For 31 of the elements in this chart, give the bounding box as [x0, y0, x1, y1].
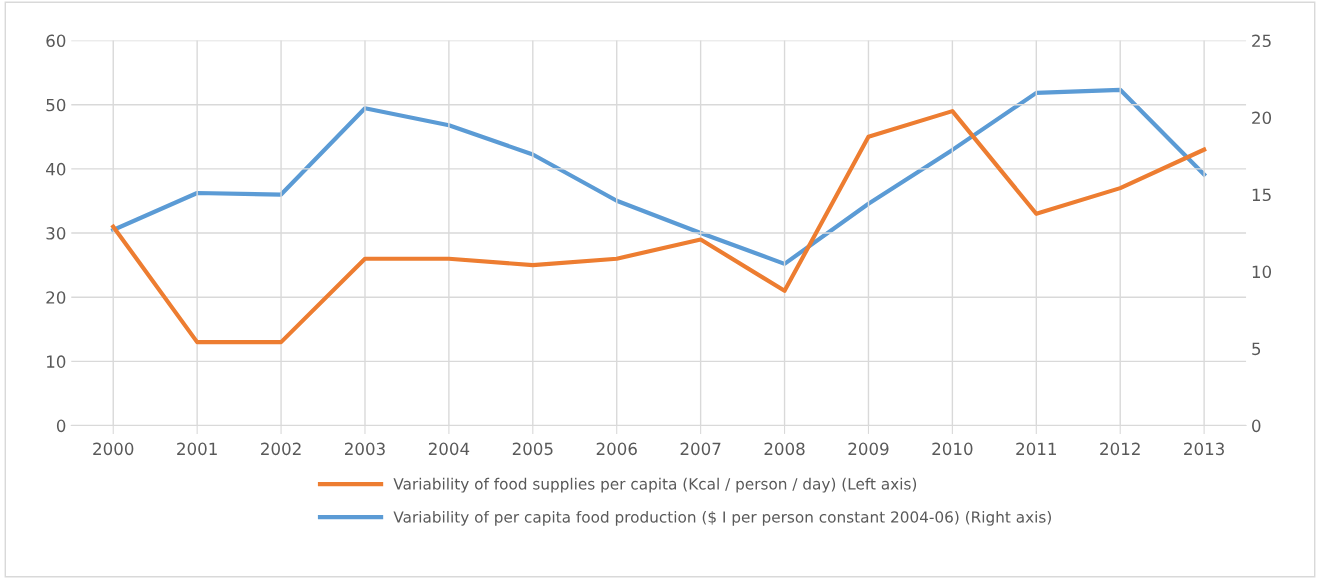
y2-tick-label: 5 — [1252, 342, 1261, 356]
legend-label: Variability of food supplies per capita (Kcal / person / day) (Left axis) — [393, 477, 917, 493]
x-tick-label: 2009 — [848, 442, 889, 456]
x-tick-label: 2005 — [512, 442, 553, 456]
x-tick-label: 2012 — [1100, 442, 1140, 456]
y-tick-label: 0 — [56, 419, 66, 433]
x-tick-label: 2013 — [1184, 442, 1224, 456]
y-tick-label: 40 — [46, 162, 66, 176]
x-tick-label: 2000 — [93, 442, 134, 456]
x-tick-label: 2004 — [428, 442, 470, 456]
y-tick-label: 30 — [46, 227, 66, 240]
x-tick-label: 2007 — [680, 442, 721, 456]
y2-tick-label: 25 — [1252, 34, 1271, 48]
x-tick-label: 2003 — [344, 442, 385, 456]
x-tick-label: 2008 — [764, 442, 805, 456]
x-tick-label: 2011 — [1016, 442, 1056, 456]
x-tick-label: 2001 — [177, 442, 217, 456]
line-series — [111, 109, 1207, 345]
legend-label: Variability of per capita food production ($ I per person constant 2004-06) (Right axis) — [393, 510, 1051, 526]
line-series — [111, 87, 1207, 266]
y-tick-label: 60 — [46, 34, 66, 48]
y-tick-label: 20 — [46, 291, 66, 304]
x-tick-label: 2006 — [596, 442, 637, 456]
x-tick-label: 2002 — [261, 442, 301, 456]
y2-tick-label: 15 — [1252, 188, 1271, 202]
x-tick-label: 2010 — [932, 442, 973, 456]
y2-tick-label: 10 — [1252, 265, 1272, 279]
y-tick-label: 10 — [47, 355, 66, 368]
y2-tick-label: 0 — [1252, 419, 1261, 433]
y2-tick-label: 20 — [1252, 111, 1272, 125]
y-tick-label: 50 — [46, 98, 66, 112]
